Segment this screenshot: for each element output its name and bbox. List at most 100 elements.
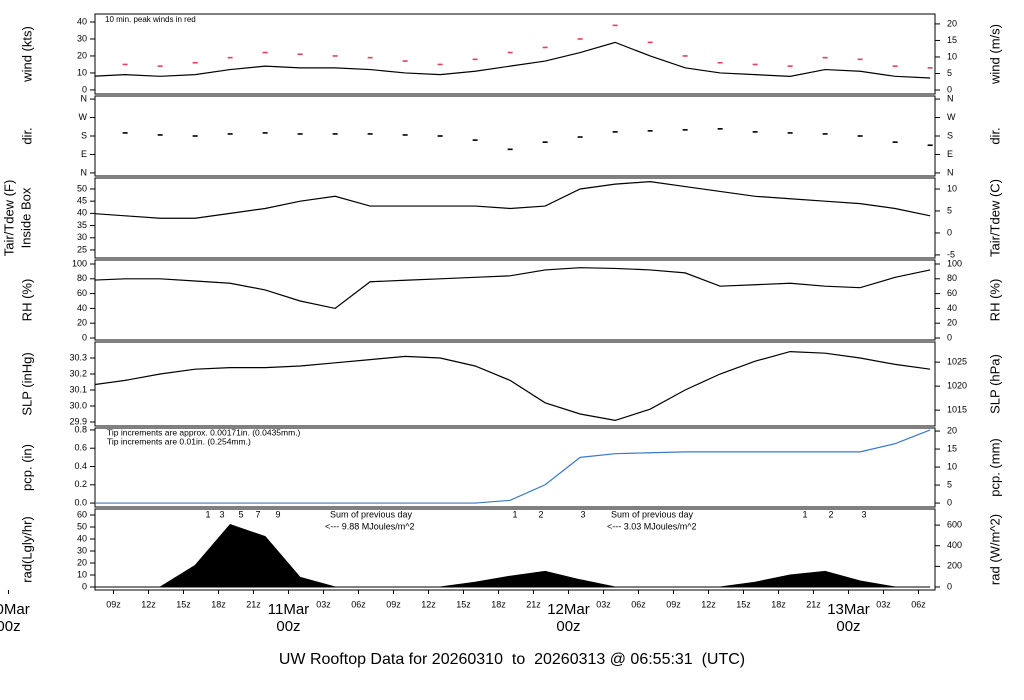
y2-axis-label: Tair/Tdew (C) bbox=[987, 179, 1002, 257]
y2-axis-label: RH (%) bbox=[987, 279, 1002, 322]
x-tick-label: 21z bbox=[246, 599, 261, 609]
data-point bbox=[892, 141, 898, 143]
data-point bbox=[437, 63, 443, 66]
y2-axis-label: rad (W/m^2) bbox=[987, 514, 1002, 585]
x-day-label: 10Mar bbox=[0, 601, 30, 618]
y2-tick-label: 1015 bbox=[947, 405, 967, 415]
data-point bbox=[927, 144, 933, 147]
y-tick-label: 0.0 bbox=[74, 497, 87, 507]
annotation: Tip increments are approx. 0.00171in. (0… bbox=[107, 427, 301, 437]
data-point bbox=[892, 65, 898, 67]
y-tick-label: 20 bbox=[77, 318, 87, 328]
data-point bbox=[682, 129, 688, 131]
y2-tick-label: N bbox=[947, 167, 954, 177]
y2-tick-label: 0 bbox=[947, 84, 952, 94]
y2-tick-label: 15 bbox=[947, 35, 957, 45]
hour-mark: 3 bbox=[861, 509, 866, 519]
y2-tick-label: 80 bbox=[947, 273, 957, 283]
y-tick-label: W bbox=[79, 112, 88, 122]
y2-tick-label: 0 bbox=[947, 227, 952, 237]
data-point bbox=[717, 61, 723, 64]
y-axis-label: Tair/Tdew (F) bbox=[1, 180, 16, 257]
y2-tick-label: 20 bbox=[947, 318, 957, 328]
y-tick-label: 30.2 bbox=[69, 368, 87, 378]
data-point bbox=[717, 128, 723, 130]
y-axis-label: Inside Box bbox=[18, 187, 33, 248]
annotation: 10 min. peak winds in red bbox=[105, 15, 196, 24]
y2-tick-label: 0 bbox=[947, 581, 952, 591]
data-point bbox=[122, 63, 128, 66]
hour-mark: 7 bbox=[255, 509, 260, 519]
y-tick-label: 40 bbox=[77, 533, 87, 543]
data-point bbox=[857, 135, 863, 137]
data-point bbox=[857, 58, 863, 61]
y-tick-label: 30 bbox=[77, 232, 87, 242]
data-point bbox=[227, 133, 233, 135]
y-tick-label: 0 bbox=[82, 84, 87, 94]
data-point bbox=[542, 46, 548, 49]
y-tick-label: N bbox=[81, 167, 88, 177]
y2-tick-label: 20 bbox=[947, 425, 957, 435]
y-tick-label: 50 bbox=[77, 183, 87, 193]
data-point bbox=[297, 53, 303, 56]
data-line bbox=[95, 181, 931, 219]
data-point bbox=[787, 65, 793, 67]
plot-area bbox=[88, 24, 933, 79]
panel-frame bbox=[94, 13, 936, 95]
x-tick-label: 06z bbox=[911, 599, 926, 609]
hour-mark: 2 bbox=[828, 509, 833, 519]
y2-tick-label: N bbox=[947, 93, 954, 103]
data-point bbox=[752, 63, 758, 66]
annotation: Sum of previous day bbox=[330, 509, 413, 519]
y-axis-label: pcp. (in) bbox=[19, 444, 34, 491]
x-tick-label: 06z bbox=[631, 599, 646, 609]
y2-tick-label: 60 bbox=[947, 288, 957, 298]
data-point bbox=[577, 38, 583, 40]
y2-tick-label: -5 bbox=[947, 249, 955, 259]
annotation: Tip increments are 0.01in. (0.254mm.) bbox=[107, 436, 251, 446]
y-tick-label: 60 bbox=[77, 288, 87, 298]
plot-area bbox=[95, 350, 931, 422]
y-axis-label: rad(Lgly/hr) bbox=[19, 516, 34, 582]
y2-tick-label: W bbox=[947, 112, 956, 122]
y2-tick-label: E bbox=[947, 149, 953, 159]
y-tick-label: 30.1 bbox=[69, 384, 87, 394]
data-point bbox=[157, 65, 163, 67]
data-point bbox=[88, 65, 93, 67]
data-point bbox=[262, 132, 268, 134]
panel-frame bbox=[94, 95, 936, 177]
y-tick-label: 10 bbox=[77, 569, 87, 579]
y-tick-label: 10 bbox=[77, 67, 87, 77]
y-tick-label: 40 bbox=[77, 16, 87, 26]
data-point bbox=[507, 51, 513, 54]
y2-tick-label: 600 bbox=[947, 519, 962, 529]
hour-mark: 2 bbox=[538, 509, 543, 519]
data-point bbox=[367, 56, 373, 59]
annotation: <--- 9.88 MJoules/m^2 bbox=[325, 521, 415, 531]
data-point bbox=[472, 58, 478, 61]
y2-tick-label: 0 bbox=[947, 332, 952, 342]
y-tick-label: 100 bbox=[72, 258, 87, 268]
x-tick-label: 12z bbox=[141, 599, 156, 609]
hour-mark: 9 bbox=[275, 509, 280, 519]
y-axis-label: wind (kts) bbox=[19, 26, 34, 83]
x-tick-label: 18z bbox=[211, 599, 226, 609]
data-point bbox=[542, 141, 548, 143]
x-tick-label: 09z bbox=[106, 599, 121, 609]
y2-tick-label: 15 bbox=[947, 443, 957, 453]
y2-tick-label: 200 bbox=[947, 561, 962, 571]
y2-tick-label: 20 bbox=[947, 18, 957, 28]
x-tick-label: 15z bbox=[176, 599, 191, 609]
x-tick-label: 12z bbox=[421, 599, 436, 609]
data-point bbox=[612, 24, 618, 27]
y-tick-label: 20 bbox=[77, 50, 87, 60]
y2-tick-label: S bbox=[947, 130, 953, 140]
data-point bbox=[507, 148, 513, 151]
x-day-label: 11Mar bbox=[268, 601, 309, 618]
y2-tick-label: 10 bbox=[947, 183, 957, 193]
x-tick-label: 06z bbox=[351, 599, 366, 609]
x-day-label: 13Mar bbox=[827, 601, 870, 618]
y-tick-label: 0.8 bbox=[74, 424, 87, 434]
x-tick-label: 18z bbox=[491, 599, 506, 609]
